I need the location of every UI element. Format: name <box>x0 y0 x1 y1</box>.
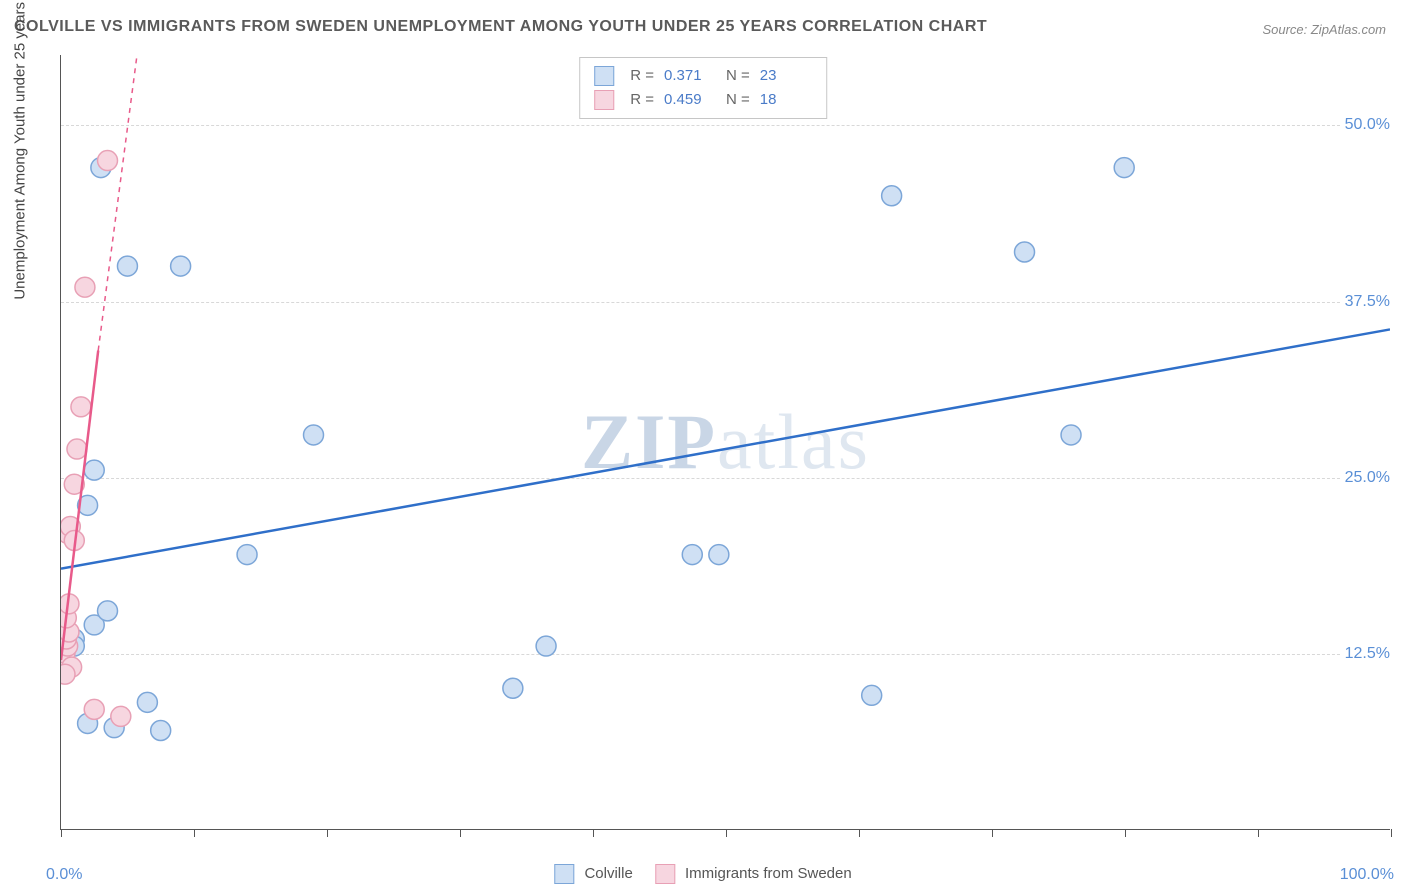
chart-title: COLVILLE VS IMMIGRANTS FROM SWEDEN UNEMP… <box>14 18 987 36</box>
data-point <box>503 678 523 698</box>
data-point <box>137 692 157 712</box>
data-point <box>304 425 324 445</box>
data-point <box>117 256 137 276</box>
x-tick <box>593 829 594 837</box>
legend-item-colville: Colville <box>554 864 633 884</box>
data-point <box>171 256 191 276</box>
x-tick <box>859 829 860 837</box>
x-axis-max-label: 100.0% <box>1340 866 1394 884</box>
correlation-legend: R =0.371 N =23 R =0.459 N =18 <box>579 57 827 119</box>
data-point <box>862 685 882 705</box>
swatch-colville-icon <box>554 864 574 884</box>
data-point <box>882 186 902 206</box>
legend-row-sweden: R =0.459 N =18 <box>594 88 812 112</box>
source-attribution: Source: ZipAtlas.com <box>1262 22 1386 37</box>
x-tick <box>726 829 727 837</box>
data-point <box>237 545 257 565</box>
x-tick <box>327 829 328 837</box>
data-point <box>61 664 75 684</box>
series-legend: Colville Immigrants from Sweden <box>554 864 851 884</box>
x-tick <box>1125 829 1126 837</box>
legend-row-colville: R =0.371 N =23 <box>594 64 812 88</box>
data-point <box>75 277 95 297</box>
data-point <box>1114 158 1134 178</box>
y-axis-label: Unemployment Among Youth under 25 years <box>12 2 29 300</box>
x-tick <box>61 829 62 837</box>
data-point <box>709 545 729 565</box>
x-tick <box>1258 829 1259 837</box>
legend-item-sweden: Immigrants from Sweden <box>655 864 852 884</box>
data-point <box>1015 242 1035 262</box>
data-point <box>67 439 87 459</box>
data-point <box>682 545 702 565</box>
swatch-sweden-icon <box>655 864 675 884</box>
data-point <box>61 594 79 614</box>
data-point <box>98 601 118 621</box>
data-point <box>1061 425 1081 445</box>
x-tick <box>194 829 195 837</box>
scatter-svg <box>61 55 1390 829</box>
data-point <box>84 699 104 719</box>
x-axis-min-label: 0.0% <box>46 866 82 884</box>
trend-line <box>61 329 1390 568</box>
data-point <box>111 706 131 726</box>
swatch-colville <box>594 66 614 86</box>
swatch-sweden <box>594 90 614 110</box>
x-tick <box>1391 829 1392 837</box>
x-tick <box>460 829 461 837</box>
x-tick <box>992 829 993 837</box>
data-point <box>98 151 118 171</box>
data-point <box>151 721 171 741</box>
data-point <box>536 636 556 656</box>
plot-area: ZIPatlas 12.5%25.0%37.5%50.0% <box>60 55 1390 830</box>
data-point <box>84 460 104 480</box>
data-point <box>71 397 91 417</box>
